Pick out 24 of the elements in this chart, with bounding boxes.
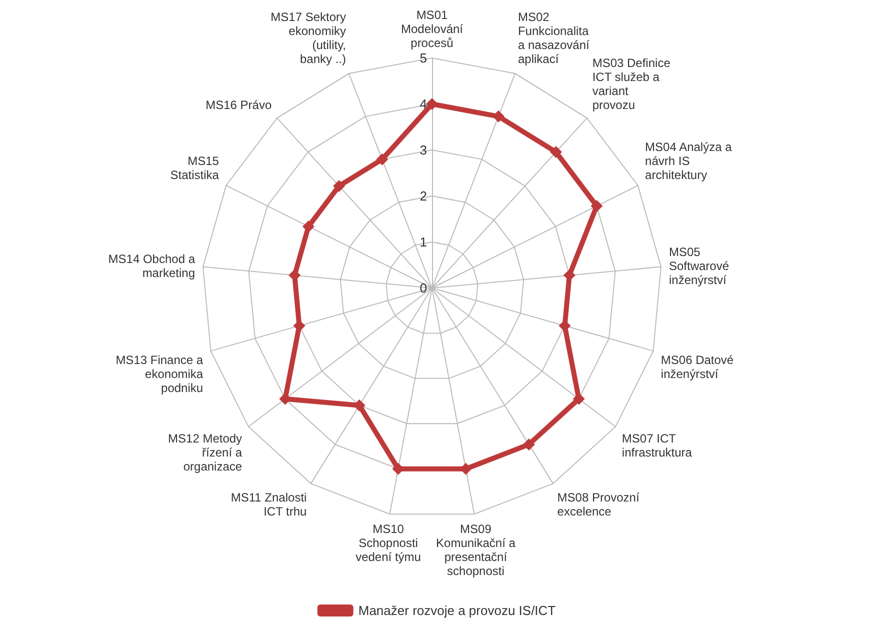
spoke-label: MS16 Právo <box>206 98 272 112</box>
spoke-label: MS05 Softwarové inženýrství <box>668 245 730 288</box>
spoke-label: MS08 Provozní excelence <box>557 490 640 518</box>
spoke-label: MS11 Znalosti ICT trhu <box>230 490 307 518</box>
spoke-label: MS09 Komunikační a presentační schopnosti <box>436 522 516 578</box>
spoke-label: MS06 Datové inženýrství <box>660 353 734 382</box>
y-tick-label: 0 <box>420 280 427 296</box>
y-tick-label: 3 <box>420 142 427 158</box>
y-tick-label: 1 <box>420 234 427 250</box>
spoke-label: MS03 Definice ICT služeb a variant provozu <box>592 56 671 112</box>
spoke-label: MS13 Finance a ekonomika podniku <box>116 353 204 396</box>
spoke-label: MS04 Analýza a návrh IS architektury <box>645 140 732 182</box>
spoke-label: MS10 Schopnosti vedení týmu <box>356 522 421 564</box>
y-tick-label: 5 <box>420 50 427 66</box>
spoke-label: MS07 ICT infrastruktura <box>622 431 692 460</box>
spoke-label: MS15 Statistika <box>170 154 220 182</box>
spoke-label: MS01 Modelování procesů <box>400 8 464 50</box>
y-tick-label: 4 <box>420 96 427 112</box>
spoke-label: MS14 Obchod a marketing <box>108 252 196 280</box>
legend-label: Manažer rozvoje a provozu IS/ICT <box>358 603 556 618</box>
spoke-label: MS02 Funkcionalita a nasazování aplikací <box>518 10 590 66</box>
y-tick-label: 2 <box>420 188 427 204</box>
spoke-label: MS17 Sektory ekonomiky (utility, banky ..) <box>270 10 346 66</box>
spoke-label: MS12 Metody řízení a organizace <box>168 431 242 474</box>
